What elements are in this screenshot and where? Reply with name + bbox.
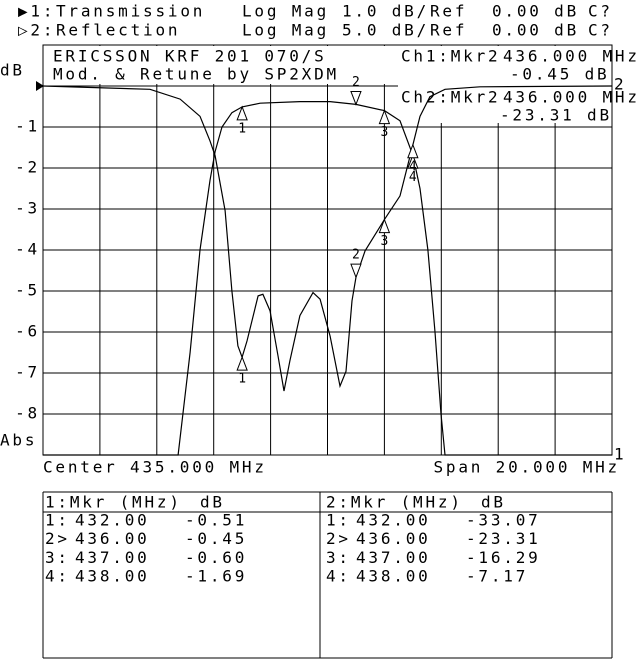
position-label: 2	[614, 75, 626, 94]
marker-label: 3	[380, 234, 388, 249]
marker-value: -0.51	[185, 511, 247, 530]
table-header: dB	[481, 493, 506, 512]
table-header: 2:Mkr (MHz)	[326, 493, 463, 512]
y-mode: Abs	[0, 431, 37, 450]
annotation: ERICSSON KRF 201 070/S	[53, 47, 327, 66]
y-tick-label: -8	[15, 404, 40, 423]
readout-freq: 436.000 MHz	[503, 88, 640, 107]
channel-label: ▶1:	[18, 2, 55, 21]
format: Log Mag	[242, 21, 329, 40]
marker-name: 4:	[326, 567, 351, 586]
readout-value: -23.31 dB	[500, 106, 612, 125]
y-tick-label: -6	[15, 322, 40, 341]
y-tick-label: -2	[15, 158, 40, 177]
readout-box	[398, 46, 611, 123]
marker	[236, 355, 248, 371]
y-tick-label: -1	[15, 117, 40, 136]
marker-value: -0.60	[185, 548, 247, 567]
marker-value: -7.17	[466, 567, 528, 586]
marker	[350, 90, 362, 106]
ref-value: 0.00 dB	[492, 2, 579, 21]
marker-freq: 438.00	[75, 567, 150, 586]
marker	[350, 263, 362, 279]
traces: 1 2 3 4 1 2 3 4	[42, 75, 613, 456]
legend-name: Transmission	[56, 2, 205, 21]
span-label: Span 20.000 MHz	[434, 458, 621, 477]
readout-label: Ch1:Mkr2	[401, 47, 500, 66]
marker	[407, 153, 419, 169]
marker-label: 1	[238, 372, 246, 387]
annotation: Mod. & Retune by SP2XDM	[53, 65, 339, 84]
marker-label: 1	[238, 121, 246, 136]
y-tick-label: -3	[15, 199, 40, 218]
marker-freq: 436.00	[356, 529, 431, 548]
marker-value: -23.31	[466, 529, 541, 548]
readout-label: Ch2:Mkr2	[401, 88, 500, 107]
header: ▶1: Transmission Log Mag 1.0 dB/Ref 0.00 dB C…	[18, 2, 613, 40]
status: C?	[588, 21, 613, 40]
marker-name: 1:	[45, 511, 70, 530]
marker-freq: 437.00	[356, 548, 431, 567]
marker-name: 3:	[326, 548, 351, 567]
marker	[236, 105, 248, 121]
position-label: 1	[614, 445, 626, 464]
scale: 1.0 dB/	[342, 2, 429, 21]
marker-name: 1:	[326, 511, 351, 530]
reference-arrow	[36, 81, 44, 91]
trace	[42, 85, 613, 392]
table-header: 1:Mkr (MHz)	[45, 493, 182, 512]
marker-freq: 437.00	[75, 548, 150, 567]
marker-value: -0.45	[185, 529, 247, 548]
marker-freq: 438.00	[356, 567, 431, 586]
marker-table: 1:Mkr (MHz) dB 1: 432.00 -0.51 2> 436.00 -0.45 3…	[42, 491, 613, 659]
marker	[407, 143, 419, 159]
marker-value: -1.69	[185, 567, 247, 586]
plot-frame	[42, 44, 613, 456]
y-tick-label: -5	[15, 281, 40, 300]
marker-name: 2>	[326, 529, 351, 548]
marker-freq: 432.00	[75, 511, 150, 530]
y-tick-label: -4	[15, 240, 40, 259]
marker-name: 3:	[45, 548, 70, 567]
marker-label: 3	[380, 125, 388, 140]
marker-value: -16.29	[466, 548, 541, 567]
marker-label: 2	[352, 248, 360, 263]
readout-value: -0.45 dB	[510, 65, 609, 84]
marker-freq: 432.00	[356, 511, 431, 530]
scale: 5.0 dB/	[342, 21, 429, 40]
y-unit: dB	[0, 61, 25, 80]
marker	[378, 109, 391, 125]
table-header: dB	[200, 493, 225, 512]
marker-label: 4	[409, 170, 417, 185]
y-tick-label: -7	[15, 363, 40, 382]
readout-freq: 436.000 MHz	[503, 47, 640, 66]
marker-name: 2>	[45, 529, 70, 548]
marker-label: 4	[409, 159, 417, 174]
annotation-box	[44, 46, 394, 84]
center-label: Center 435.000 MHz	[43, 458, 267, 477]
marker-name: 4:	[45, 567, 70, 586]
ref-label: Ref	[430, 2, 467, 21]
ref-value: 0.00 dB	[492, 21, 579, 40]
marker-freq: 436.00	[75, 529, 150, 548]
marker	[378, 218, 391, 234]
legend-name: Reflection	[56, 21, 180, 40]
format: Log Mag	[242, 2, 329, 21]
ref-label: Ref	[430, 21, 467, 40]
channel-label: ▷2:	[18, 21, 55, 40]
marker-label: 2	[352, 75, 360, 90]
marker-value: -33.07	[466, 511, 541, 530]
status: C?	[588, 2, 613, 21]
trace	[43, 101, 612, 456]
